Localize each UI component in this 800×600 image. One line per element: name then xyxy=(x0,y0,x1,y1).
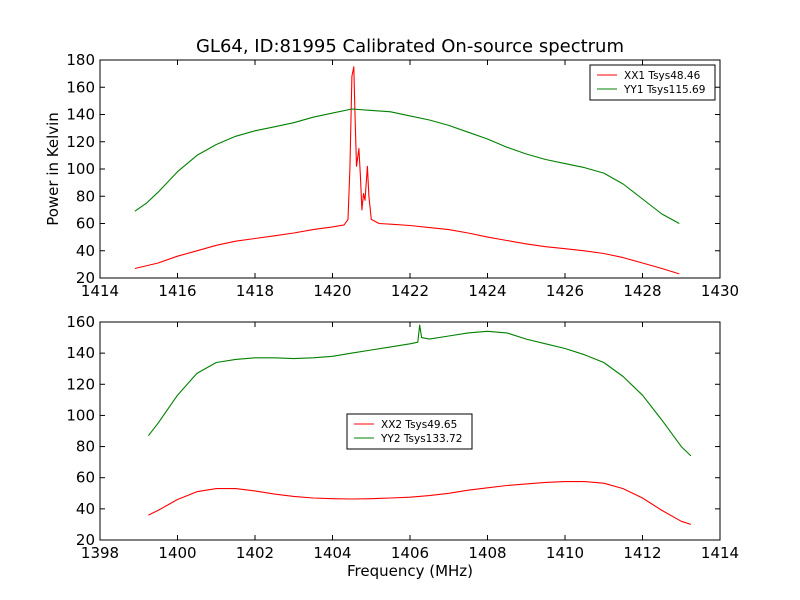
x-tick-label: 1426 xyxy=(546,282,584,300)
x-tick-label: 1418 xyxy=(236,282,274,300)
legend: XX2 Tsys49.65 YY2 Tsys133.72 xyxy=(346,413,473,450)
x-tick-label: 1400 xyxy=(158,544,196,562)
x-tick-label: 1414 xyxy=(701,544,739,562)
x-axis-label: Frequency (MHz) xyxy=(347,562,473,580)
top-spectrum-panel: 1414 1416 1418 1420 1422 1424 1426 1428 1430 20 40… xyxy=(66,51,739,300)
y-tick-label: 40 xyxy=(76,242,95,260)
x-tick-label: 1412 xyxy=(623,544,661,562)
x-tick-label: 1430 xyxy=(701,282,739,300)
x-tick-label: 1408 xyxy=(468,544,506,562)
legend-entry-2: YY1 Tsys115.69 xyxy=(623,84,705,96)
x-tick-label: 1410 xyxy=(546,544,584,562)
y-tick-label: 60 xyxy=(76,215,95,233)
x-tick-label: 1420 xyxy=(313,282,351,300)
y-tick-label: 80 xyxy=(76,438,95,456)
y-tick-label: 100 xyxy=(66,160,95,178)
legend-box xyxy=(346,413,473,450)
y-tick-label: 160 xyxy=(66,313,95,331)
y-tick-label: 100 xyxy=(66,406,95,424)
y-tick-label: 40 xyxy=(76,500,95,518)
x-tick-label: 1406 xyxy=(391,544,429,562)
x-tick-label: 1402 xyxy=(236,544,274,562)
y-tick-label: 120 xyxy=(66,375,95,393)
legend-entry-1: XX2 Tsys49.65 xyxy=(381,419,457,431)
chart-title: GL64, ID:81995 Calibrated On-source spec… xyxy=(196,36,624,57)
y-tick-label: 160 xyxy=(66,78,95,96)
y-tick-label: 20 xyxy=(76,269,95,287)
y-tick-label: 20 xyxy=(76,531,95,549)
x-tick-label: 1422 xyxy=(391,282,429,300)
y-axis-label: Power in Kelvin xyxy=(44,112,62,226)
series-line-1-1 xyxy=(134,66,680,275)
y-tick-label: 140 xyxy=(66,106,95,124)
y-tick-label: 120 xyxy=(66,133,95,151)
y-tick-label: 180 xyxy=(66,51,95,69)
x-tick-label: 1424 xyxy=(468,282,506,300)
x-tick-label: 1428 xyxy=(623,282,661,300)
bottom-spectrum-panel: 1398 1400 1402 1404 1406 1408 1410 1412 1414 20 40… xyxy=(66,313,739,562)
x-tick-label: 1416 xyxy=(158,282,196,300)
legend: XX1 Tsys48.46 YY1 Tsys115.69 xyxy=(589,64,716,101)
legend-entry-2: YY2 Tsys133.72 xyxy=(380,433,462,445)
series-line-2-2 xyxy=(147,324,692,457)
x-tick-label: 1404 xyxy=(313,544,351,562)
legend-entry-1: XX1 Tsys48.46 xyxy=(624,70,701,82)
y-tick-label: 80 xyxy=(76,187,95,205)
x-tick-label: 1414 xyxy=(81,282,119,300)
series-line-1-2 xyxy=(134,108,680,224)
series-line-2-1 xyxy=(148,481,692,525)
y-tick-label: 60 xyxy=(76,469,95,487)
x-tick-label: 1398 xyxy=(81,544,119,562)
y-tick-label: 140 xyxy=(66,344,95,362)
legend-box xyxy=(589,64,716,101)
